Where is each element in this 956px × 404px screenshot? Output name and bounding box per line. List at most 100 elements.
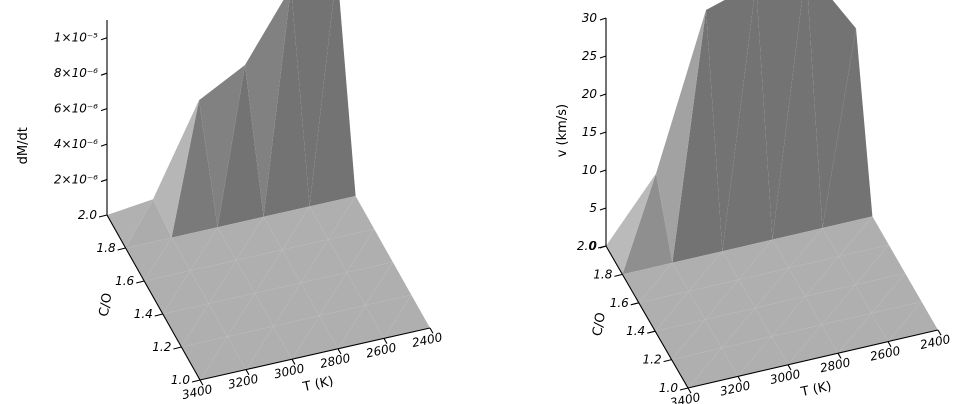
facet-4-3-0 [328, 196, 375, 240]
facet-0-0-0 [688, 348, 738, 388]
facet-0-3-1 [622, 262, 673, 303]
z-tick-label: 0 [589, 239, 597, 253]
facet-3-0-1 [319, 305, 366, 349]
z-tick-label: 20 [582, 87, 598, 101]
y-tick-label: 2.0 [577, 239, 596, 253]
facet-1-4-0 [672, 10, 723, 263]
facet-2-3-0 [236, 216, 283, 261]
facet-0-3-0 [144, 237, 191, 281]
y-axis-line [106, 214, 201, 381]
facet-1-2-0 [705, 279, 756, 320]
facet-2-4-1 [706, 0, 754, 252]
y-tick-mark [117, 247, 126, 251]
y-tick-label: 1.6 [115, 274, 134, 288]
y-tick-label: 1.6 [610, 296, 629, 310]
x-tick-label: 3200 [719, 378, 752, 398]
x-tick-mark [787, 364, 792, 371]
facet-4-0-0 [888, 301, 938, 342]
facet-1-3-1 [672, 251, 723, 292]
y-tick-label: 1.0 [171, 373, 190, 387]
facet-4-1-1 [855, 273, 906, 314]
y-tick-mark [154, 313, 163, 317]
x-tick-mark [737, 376, 742, 382]
z-axis-label: v (km/s) [555, 104, 570, 157]
facet-1-2-1 [688, 279, 739, 320]
facet-3-2-1 [788, 256, 839, 297]
z-tick-mark [599, 245, 607, 249]
facet-1-0-1 [721, 336, 772, 377]
y-tick-label: 1.4 [626, 324, 645, 338]
facet-3-4-1 [245, 0, 290, 217]
y-tick-mark [98, 214, 108, 218]
z-tick-label: 5 [589, 201, 597, 215]
z-tick-mark [100, 108, 108, 112]
z-tick-label: 6×10⁻⁶ [54, 102, 98, 116]
x-tick-label: 2800 [819, 355, 852, 375]
facet-2-0-1 [771, 324, 822, 365]
facet-1-2-0 [208, 260, 255, 304]
facet-2-0-1 [273, 315, 320, 360]
facet-4-2-1 [328, 229, 375, 273]
x-tick-mark [687, 387, 692, 394]
x-tick-label: 2400 [919, 332, 952, 352]
z-tick-label: 10 [582, 163, 598, 177]
x-tick-mark [383, 338, 388, 344]
x-tick-label: 3200 [227, 372, 260, 392]
z-tick-mark [599, 169, 607, 173]
facet-3-3-1 [263, 206, 310, 250]
facet-1-3-0 [190, 227, 237, 271]
z-tick-label: 8×10⁻⁶ [54, 66, 98, 80]
z-tick-mark [599, 17, 607, 21]
facet-1-4-1 [153, 100, 199, 238]
y-tick-mark [630, 302, 639, 306]
x-tick-mark [199, 379, 204, 386]
y-tick-mark [679, 387, 689, 391]
facet-0-4-0 [125, 199, 172, 248]
z-tick-mark [100, 143, 108, 147]
facet-1-3-0 [688, 251, 739, 292]
z-axis-label: dM/dt [16, 127, 31, 164]
facet-0-4-1 [107, 199, 153, 248]
z-tick-mark [100, 37, 108, 41]
y-tick-label: 1.0 [659, 381, 678, 395]
facet-0-2-1 [638, 291, 689, 332]
facet-2-2-0 [254, 249, 301, 294]
y-tick-mark [663, 359, 672, 363]
x-axis-label: T (K) [301, 374, 335, 395]
axes: 3400320030002800260024001.01.21.41.61.82… [555, 11, 952, 404]
z-tick-mark [100, 179, 108, 183]
facet-4-0-1 [365, 295, 412, 339]
facet-2-3-1 [217, 216, 264, 261]
x-tick-label: 3000 [769, 367, 802, 387]
x-tick-label: 3000 [273, 361, 306, 381]
facet-0-4-1 [606, 173, 656, 275]
surface-mesh [606, 0, 938, 388]
facet-2-1-0 [273, 282, 320, 327]
facet-2-3-1 [722, 239, 773, 280]
x-axis-line [199, 327, 431, 381]
facet-0-0-0 [200, 336, 246, 380]
facet-2-1-1 [254, 282, 301, 327]
y-tick-label: 1.2 [152, 340, 171, 354]
facet-3-1-0 [821, 284, 872, 325]
facet-1-0-1 [227, 326, 274, 370]
facet-2-0-0 [788, 324, 838, 365]
facet-3-0-1 [821, 313, 872, 354]
z-tick-mark [599, 55, 607, 59]
facet-3-4-1 [757, 0, 803, 240]
facet-1-4-0 [171, 100, 218, 238]
surface-mesh [107, 0, 430, 380]
y-axis-line [605, 245, 689, 389]
facet-3-3-0 [788, 228, 839, 268]
facet-1-2-1 [190, 260, 237, 304]
x-tick-label: 2400 [411, 330, 444, 350]
x-tick-label: 3400 [181, 382, 214, 402]
facet-4-4-1 [808, 0, 856, 228]
z-tick-label: 2×10⁻⁶ [54, 173, 98, 187]
facet-4-2-1 [838, 244, 889, 285]
facet-0-0-1 [671, 348, 722, 388]
facet-2-1-0 [771, 296, 822, 337]
y-tick-label: 2.0 [78, 208, 97, 222]
facet-2-0-0 [292, 315, 338, 360]
